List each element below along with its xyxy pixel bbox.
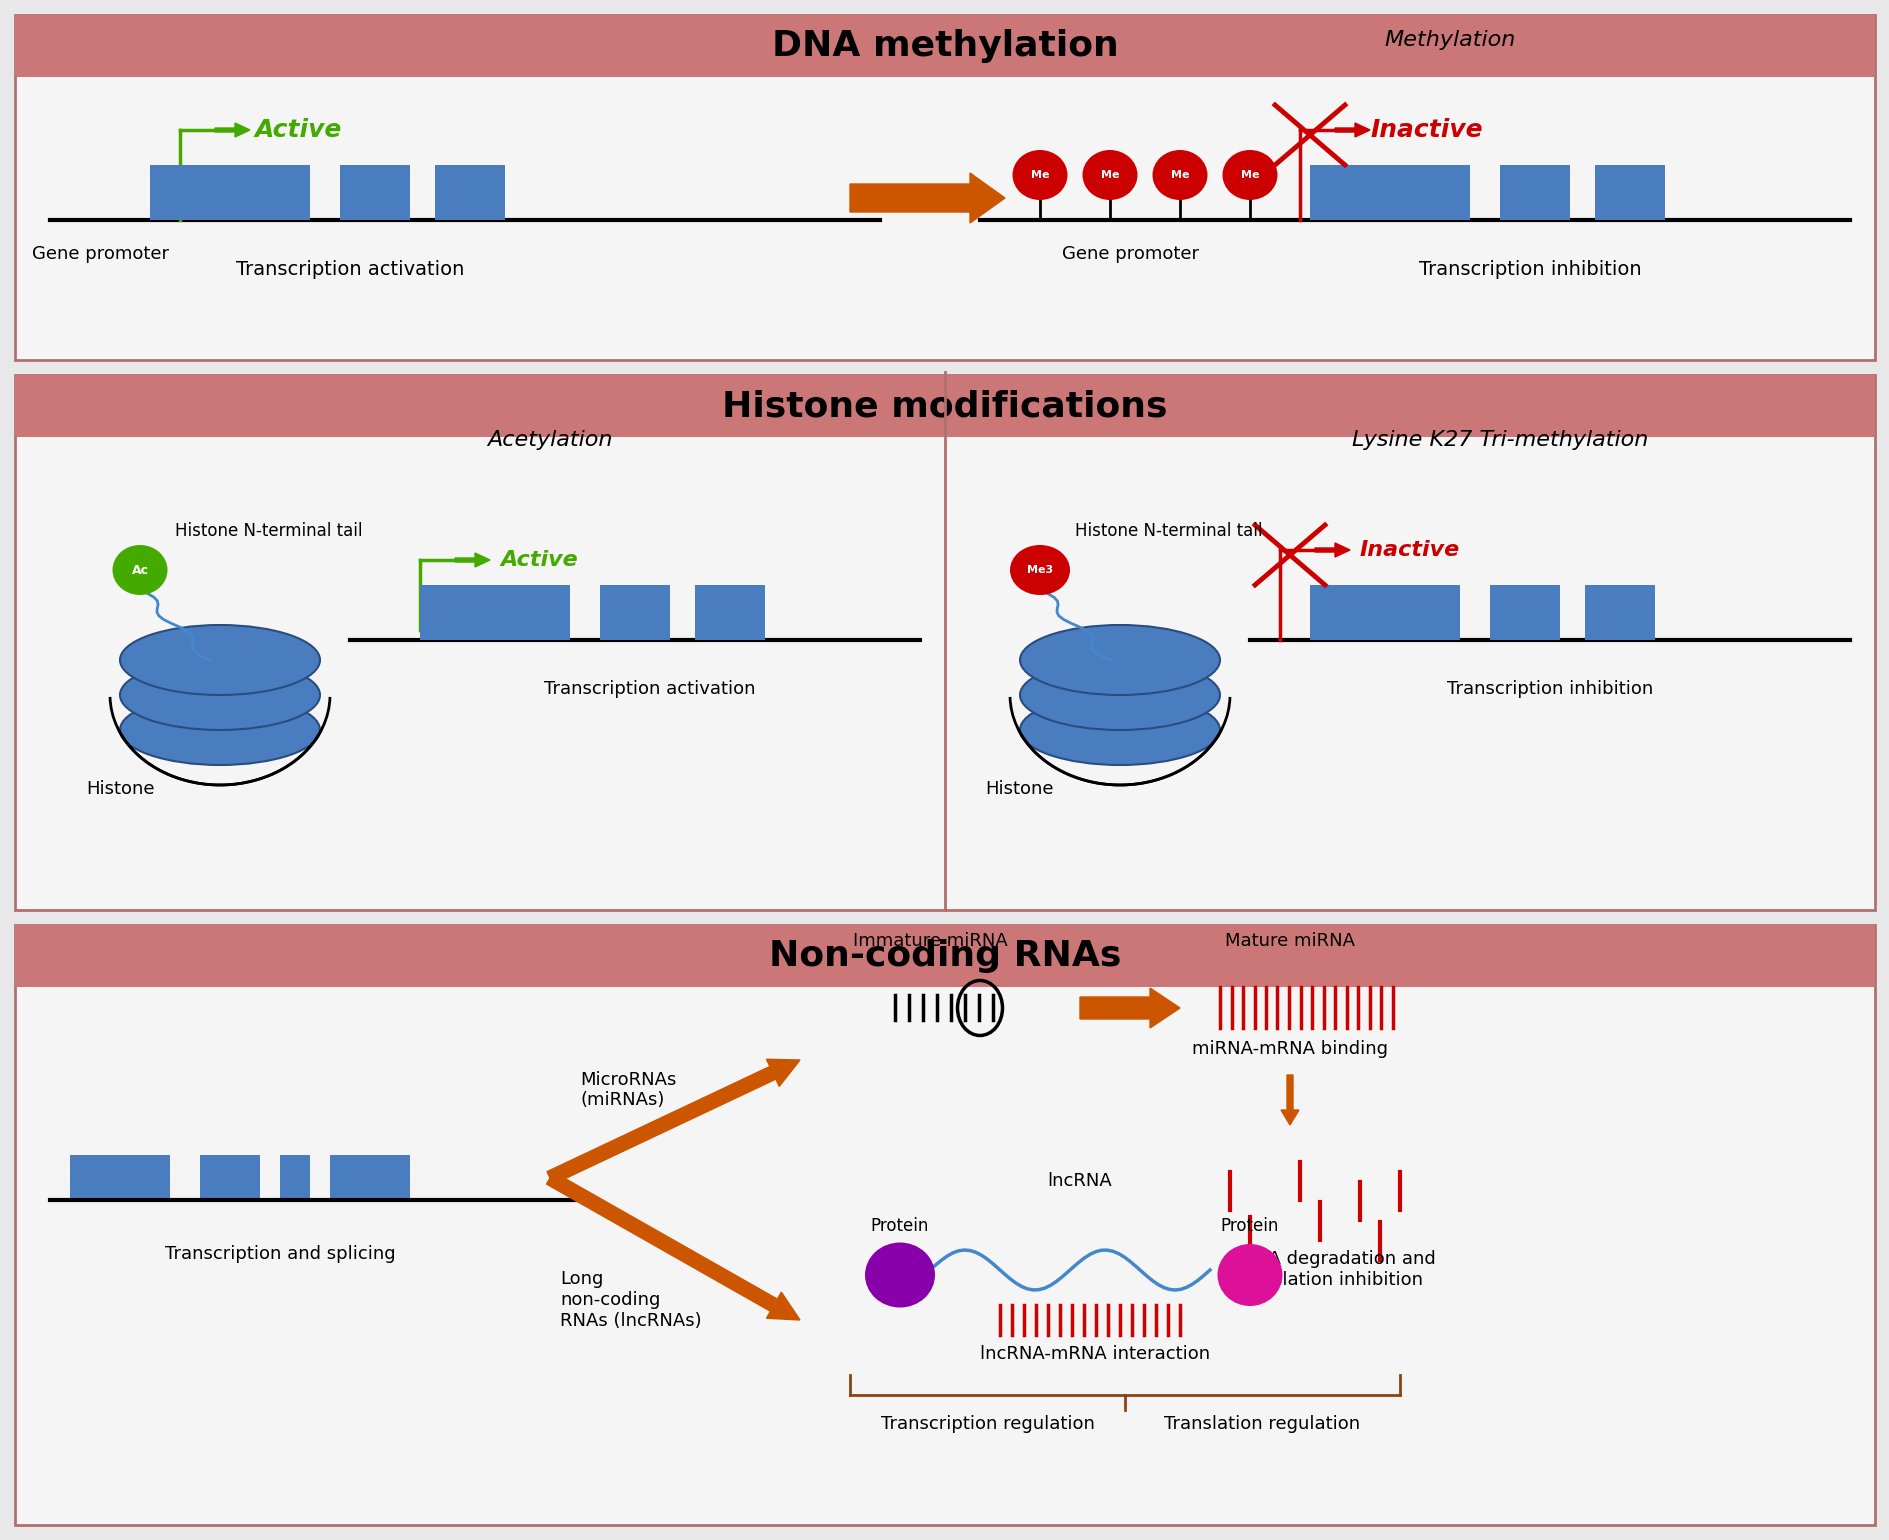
Ellipse shape — [1009, 545, 1069, 594]
FancyArrow shape — [1334, 123, 1370, 137]
Text: Acetylation: Acetylation — [487, 430, 612, 450]
Text: Histone N-terminal tail: Histone N-terminal tail — [1075, 522, 1262, 541]
Text: Transcription activation: Transcription activation — [544, 681, 756, 698]
Ellipse shape — [1222, 149, 1277, 200]
FancyArrow shape — [455, 553, 489, 567]
Text: Me: Me — [1030, 169, 1048, 180]
FancyBboxPatch shape — [1489, 585, 1558, 641]
FancyBboxPatch shape — [1500, 165, 1570, 220]
Text: Histone: Histone — [85, 779, 155, 798]
Ellipse shape — [865, 1243, 935, 1307]
Text: Transcription and splicing: Transcription and splicing — [164, 1244, 395, 1263]
Text: DNA methylation: DNA methylation — [771, 29, 1118, 63]
Text: Transcription inhibition: Transcription inhibition — [1419, 260, 1640, 279]
Ellipse shape — [1013, 149, 1067, 200]
Text: lncRNA: lncRNA — [1047, 1172, 1113, 1190]
FancyArrow shape — [215, 123, 249, 137]
FancyBboxPatch shape — [15, 926, 1874, 1525]
Ellipse shape — [1152, 149, 1207, 200]
Text: Active: Active — [501, 550, 578, 570]
FancyBboxPatch shape — [419, 585, 570, 641]
FancyArrow shape — [1315, 544, 1349, 557]
FancyBboxPatch shape — [15, 376, 1874, 437]
FancyBboxPatch shape — [1594, 165, 1664, 220]
FancyArrow shape — [546, 1172, 799, 1320]
FancyBboxPatch shape — [599, 585, 669, 641]
FancyBboxPatch shape — [15, 376, 1874, 910]
Text: Long
non-coding
RNAs (lncRNAs): Long non-coding RNAs (lncRNAs) — [559, 1270, 701, 1331]
Text: Active: Active — [255, 119, 342, 142]
Ellipse shape — [1217, 1244, 1283, 1306]
FancyBboxPatch shape — [331, 1155, 410, 1200]
FancyArrow shape — [546, 1060, 799, 1184]
Ellipse shape — [1020, 625, 1220, 695]
Ellipse shape — [1082, 149, 1137, 200]
FancyBboxPatch shape — [15, 15, 1874, 360]
FancyArrow shape — [1079, 989, 1179, 1029]
FancyBboxPatch shape — [434, 165, 504, 220]
FancyBboxPatch shape — [200, 1155, 261, 1200]
FancyBboxPatch shape — [695, 585, 765, 641]
FancyArrow shape — [1281, 1075, 1298, 1126]
Text: Immature miRNA: Immature miRNA — [852, 932, 1007, 950]
Text: miRNA-mRNA binding: miRNA-mRNA binding — [1192, 1040, 1387, 1058]
Text: Non-coding RNAs: Non-coding RNAs — [769, 939, 1120, 973]
FancyBboxPatch shape — [149, 165, 310, 220]
FancyBboxPatch shape — [15, 926, 1874, 987]
Text: Mature miRNA: Mature miRNA — [1224, 932, 1354, 950]
Text: Translation regulation: Translation regulation — [1164, 1415, 1360, 1434]
Text: MicroRNAs
(miRNAs): MicroRNAs (miRNAs) — [580, 1070, 676, 1109]
Text: Me: Me — [1239, 169, 1258, 180]
Text: Gene promoter: Gene promoter — [32, 245, 168, 263]
Ellipse shape — [113, 545, 168, 594]
Ellipse shape — [119, 625, 319, 695]
FancyBboxPatch shape — [1585, 585, 1655, 641]
FancyBboxPatch shape — [15, 15, 1874, 77]
Text: lncRNA-mRNA interaction: lncRNA-mRNA interaction — [979, 1344, 1209, 1363]
Text: Me: Me — [1099, 169, 1118, 180]
Text: Inactive: Inactive — [1370, 119, 1481, 142]
Ellipse shape — [1020, 661, 1220, 730]
Ellipse shape — [119, 661, 319, 730]
Text: mRNA degradation and
translation inhibition: mRNA degradation and translation inhibit… — [1224, 1250, 1434, 1289]
FancyBboxPatch shape — [1309, 165, 1470, 220]
FancyBboxPatch shape — [70, 1155, 170, 1200]
FancyBboxPatch shape — [280, 1155, 310, 1200]
Text: Histone modifications: Histone modifications — [722, 390, 1167, 424]
Text: Protein: Protein — [871, 1217, 929, 1235]
Text: Histone N-terminal tail: Histone N-terminal tail — [176, 522, 363, 541]
Text: Lysine K27 Tri-methylation: Lysine K27 Tri-methylation — [1351, 430, 1647, 450]
Text: Methylation: Methylation — [1383, 29, 1515, 49]
Text: Transcription inhibition: Transcription inhibition — [1447, 681, 1653, 698]
FancyBboxPatch shape — [340, 165, 410, 220]
Ellipse shape — [1020, 695, 1220, 765]
Text: Protein: Protein — [1220, 1217, 1279, 1235]
Text: Histone: Histone — [986, 779, 1054, 798]
Text: Gene promoter: Gene promoter — [1062, 245, 1198, 263]
Text: Transcription regulation: Transcription regulation — [880, 1415, 1094, 1434]
Text: Transcription activation: Transcription activation — [236, 260, 465, 279]
Text: Ac: Ac — [132, 564, 149, 576]
Text: Inactive: Inactive — [1360, 541, 1460, 561]
Text: Me3: Me3 — [1026, 565, 1052, 574]
Text: Me: Me — [1169, 169, 1188, 180]
FancyArrow shape — [850, 172, 1005, 223]
Ellipse shape — [119, 695, 319, 765]
FancyBboxPatch shape — [1309, 585, 1458, 641]
